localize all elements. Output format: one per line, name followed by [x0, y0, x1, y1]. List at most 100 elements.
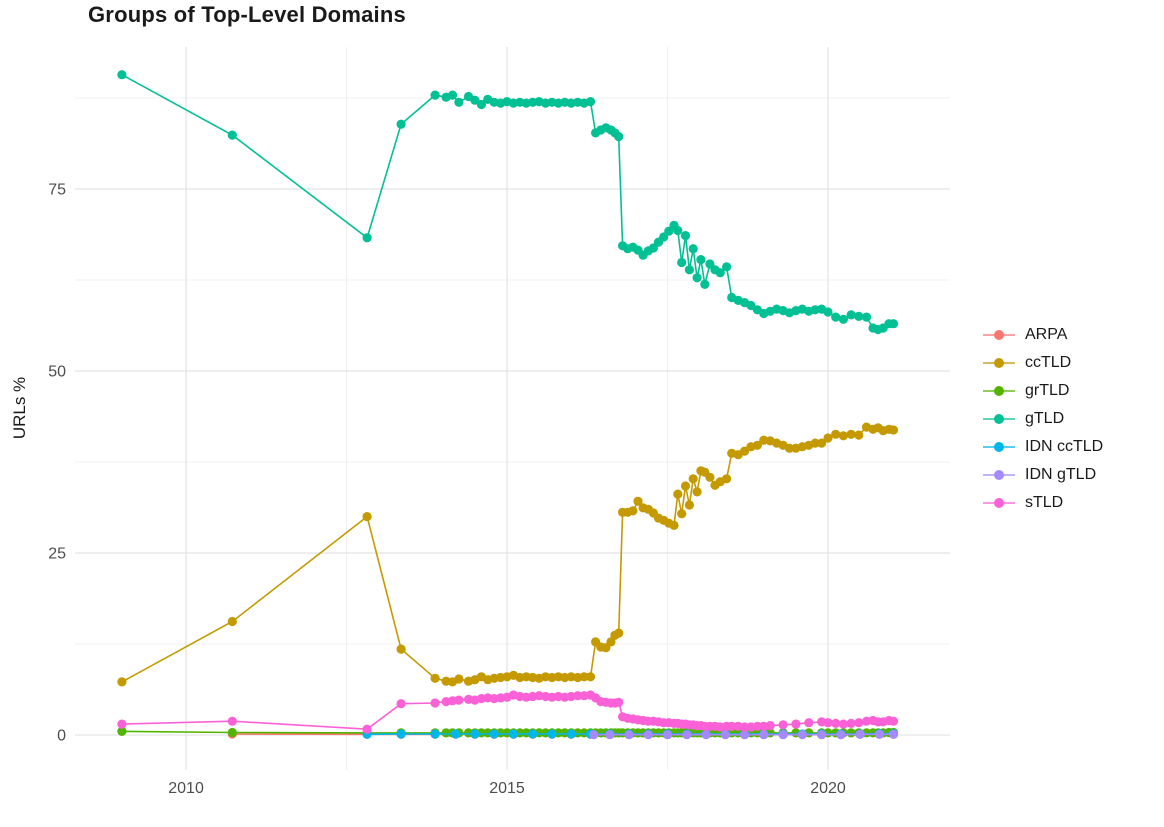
- data-point: [643, 730, 653, 740]
- x-tick-label: 2020: [810, 780, 846, 797]
- legend-key-cctld-icon: [983, 358, 1015, 368]
- data-point: [854, 718, 864, 728]
- data-point: [838, 431, 849, 441]
- data-point: [846, 310, 856, 320]
- data-point: [508, 729, 519, 739]
- data-point: [836, 730, 846, 740]
- data-point: [696, 255, 706, 265]
- legend-item-arpa: ARPA: [982, 321, 1103, 349]
- legend: ARPA ccTLD grTLD gTLD IDN ccTLD IDN gTLD sTLD: [982, 321, 1103, 517]
- data-point: [888, 319, 899, 329]
- data-point: [888, 716, 899, 726]
- data-point: [362, 724, 372, 734]
- data-point: [740, 730, 750, 740]
- data-point: [117, 70, 127, 80]
- legend-item-idn-gtld: IDN gTLD: [982, 461, 1103, 489]
- data-point: [117, 719, 127, 729]
- series-stld: [117, 690, 899, 734]
- legend-key-gtld-icon: [983, 414, 1015, 424]
- y-tick-label: 75: [48, 181, 66, 198]
- data-point: [585, 672, 596, 682]
- data-point: [673, 225, 683, 236]
- legend-key-arpa-icon: [983, 330, 1015, 340]
- y-tick-label: 25: [48, 546, 66, 563]
- legend-key-grtld-icon: [983, 386, 1015, 396]
- x-tick-label: 2010: [168, 780, 204, 797]
- data-point: [722, 262, 732, 272]
- legend-key-idn-gtld-icon: [983, 470, 1015, 480]
- data-point: [227, 616, 237, 627]
- data-point: [362, 233, 372, 243]
- data-point: [227, 130, 237, 140]
- data-point: [778, 730, 788, 740]
- data-point: [441, 728, 451, 738]
- data-point: [692, 273, 702, 283]
- data-point: [677, 257, 687, 268]
- data-point: [740, 446, 750, 456]
- data-point: [677, 509, 687, 519]
- data-point: [628, 506, 638, 516]
- data-point: [722, 474, 732, 484]
- data-point: [489, 729, 499, 739]
- data-point: [396, 644, 406, 654]
- axis-tick-labels: 0 25 50 75 2010 2015 2020: [48, 181, 846, 797]
- data-point: [759, 730, 769, 740]
- y-tick-label: 0: [57, 728, 66, 745]
- data-point: [705, 472, 715, 482]
- series-idn-gtld: [589, 729, 899, 740]
- x-tick-label: 2015: [489, 780, 525, 797]
- data-point: [396, 699, 406, 709]
- chart-title: Groups of Top-Level Domains: [88, 2, 406, 27]
- data-point: [680, 481, 691, 491]
- series-gtld: [117, 70, 899, 335]
- data-point: [633, 496, 643, 506]
- data-point: [854, 430, 864, 440]
- data-point: [692, 487, 702, 497]
- data-point: [701, 730, 711, 740]
- data-point: [682, 730, 692, 740]
- data-point: [430, 90, 440, 100]
- data-point: [227, 727, 237, 738]
- data-point: [566, 729, 576, 739]
- data-point: [831, 718, 841, 729]
- legend-label: sTLD: [1025, 494, 1064, 511]
- legend-key-stld-icon: [983, 498, 1015, 508]
- data-point: [579, 672, 589, 682]
- data-point: [823, 433, 833, 443]
- data-point: [451, 729, 461, 739]
- data-point: [846, 429, 856, 439]
- data-point: [117, 677, 127, 687]
- data-point: [765, 721, 775, 731]
- legend-label: IDN ccTLD: [1025, 438, 1104, 455]
- data-point: [791, 719, 801, 729]
- data-point: [715, 268, 725, 278]
- data-point: [784, 443, 795, 453]
- data-point: [684, 500, 695, 510]
- series-line: [121, 73, 894, 331]
- data-point: [573, 691, 583, 701]
- data-point: [362, 511, 372, 522]
- data-point: [855, 729, 865, 739]
- data-point: [430, 729, 440, 739]
- legend-label: grTLD: [1025, 382, 1070, 399]
- data-point: [838, 314, 849, 324]
- data-point: [846, 718, 856, 729]
- data-point: [662, 730, 673, 740]
- data-point: [470, 95, 480, 105]
- data-point: [589, 730, 599, 740]
- data-point: [227, 716, 237, 726]
- data-point: [861, 312, 872, 322]
- data-point: [797, 730, 807, 740]
- data-point: [117, 726, 127, 737]
- data-point: [624, 730, 634, 740]
- data-point: [614, 628, 624, 638]
- data-point: [817, 438, 827, 448]
- data-point: [752, 440, 763, 450]
- data-point: [476, 99, 486, 110]
- data-point: [585, 97, 596, 107]
- data-point: [528, 729, 538, 739]
- data-point: [684, 265, 695, 275]
- data-point: [396, 729, 406, 739]
- legend-item-idn-cctld: IDN ccTLD: [982, 433, 1103, 461]
